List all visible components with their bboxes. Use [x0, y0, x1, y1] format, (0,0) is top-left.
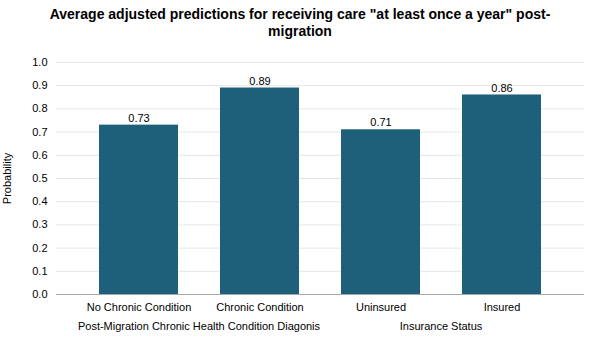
- svg-text:0.2: 0.2: [32, 241, 47, 253]
- svg-text:Insured: Insured: [484, 301, 521, 313]
- html-text:Average adjusted predictions f: Average adjusted predictions for receivi…: [49, 6, 551, 39]
- svg-text:0.5: 0.5: [32, 172, 47, 184]
- svg-text:0.1: 0.1: [32, 264, 47, 276]
- svg-text:Uninsured: Uninsured: [356, 301, 406, 313]
- svg-text:0.7: 0.7: [32, 125, 47, 137]
- svg-text:0.6: 0.6: [32, 148, 47, 160]
- svg-text:Chronic Condition: Chronic Condition: [216, 301, 303, 313]
- svg-text:0.0: 0.0: [32, 288, 47, 300]
- svg-text:No Chronic Condition: No Chronic Condition: [87, 301, 192, 313]
- svg-text:0.4: 0.4: [32, 195, 47, 207]
- svg-text:Probability: Probability: [1, 152, 13, 204]
- svg-text:1.0: 1.0: [32, 56, 47, 68]
- svg-text:Insurance Status: Insurance Status: [400, 320, 483, 332]
- svg-text:0.3: 0.3: [32, 218, 47, 230]
- svg-text:Post-Migration Chronic Health: Post-Migration Chronic Health Condition …: [78, 320, 321, 332]
- svg-text:0.86: 0.86: [491, 81, 512, 93]
- svg-text:0.89: 0.89: [249, 74, 270, 86]
- svg-text:0.71: 0.71: [370, 116, 391, 128]
- svg-text:0.73: 0.73: [128, 111, 149, 123]
- svg-text:0.9: 0.9: [32, 79, 47, 91]
- svg-text:0.8: 0.8: [32, 102, 47, 114]
